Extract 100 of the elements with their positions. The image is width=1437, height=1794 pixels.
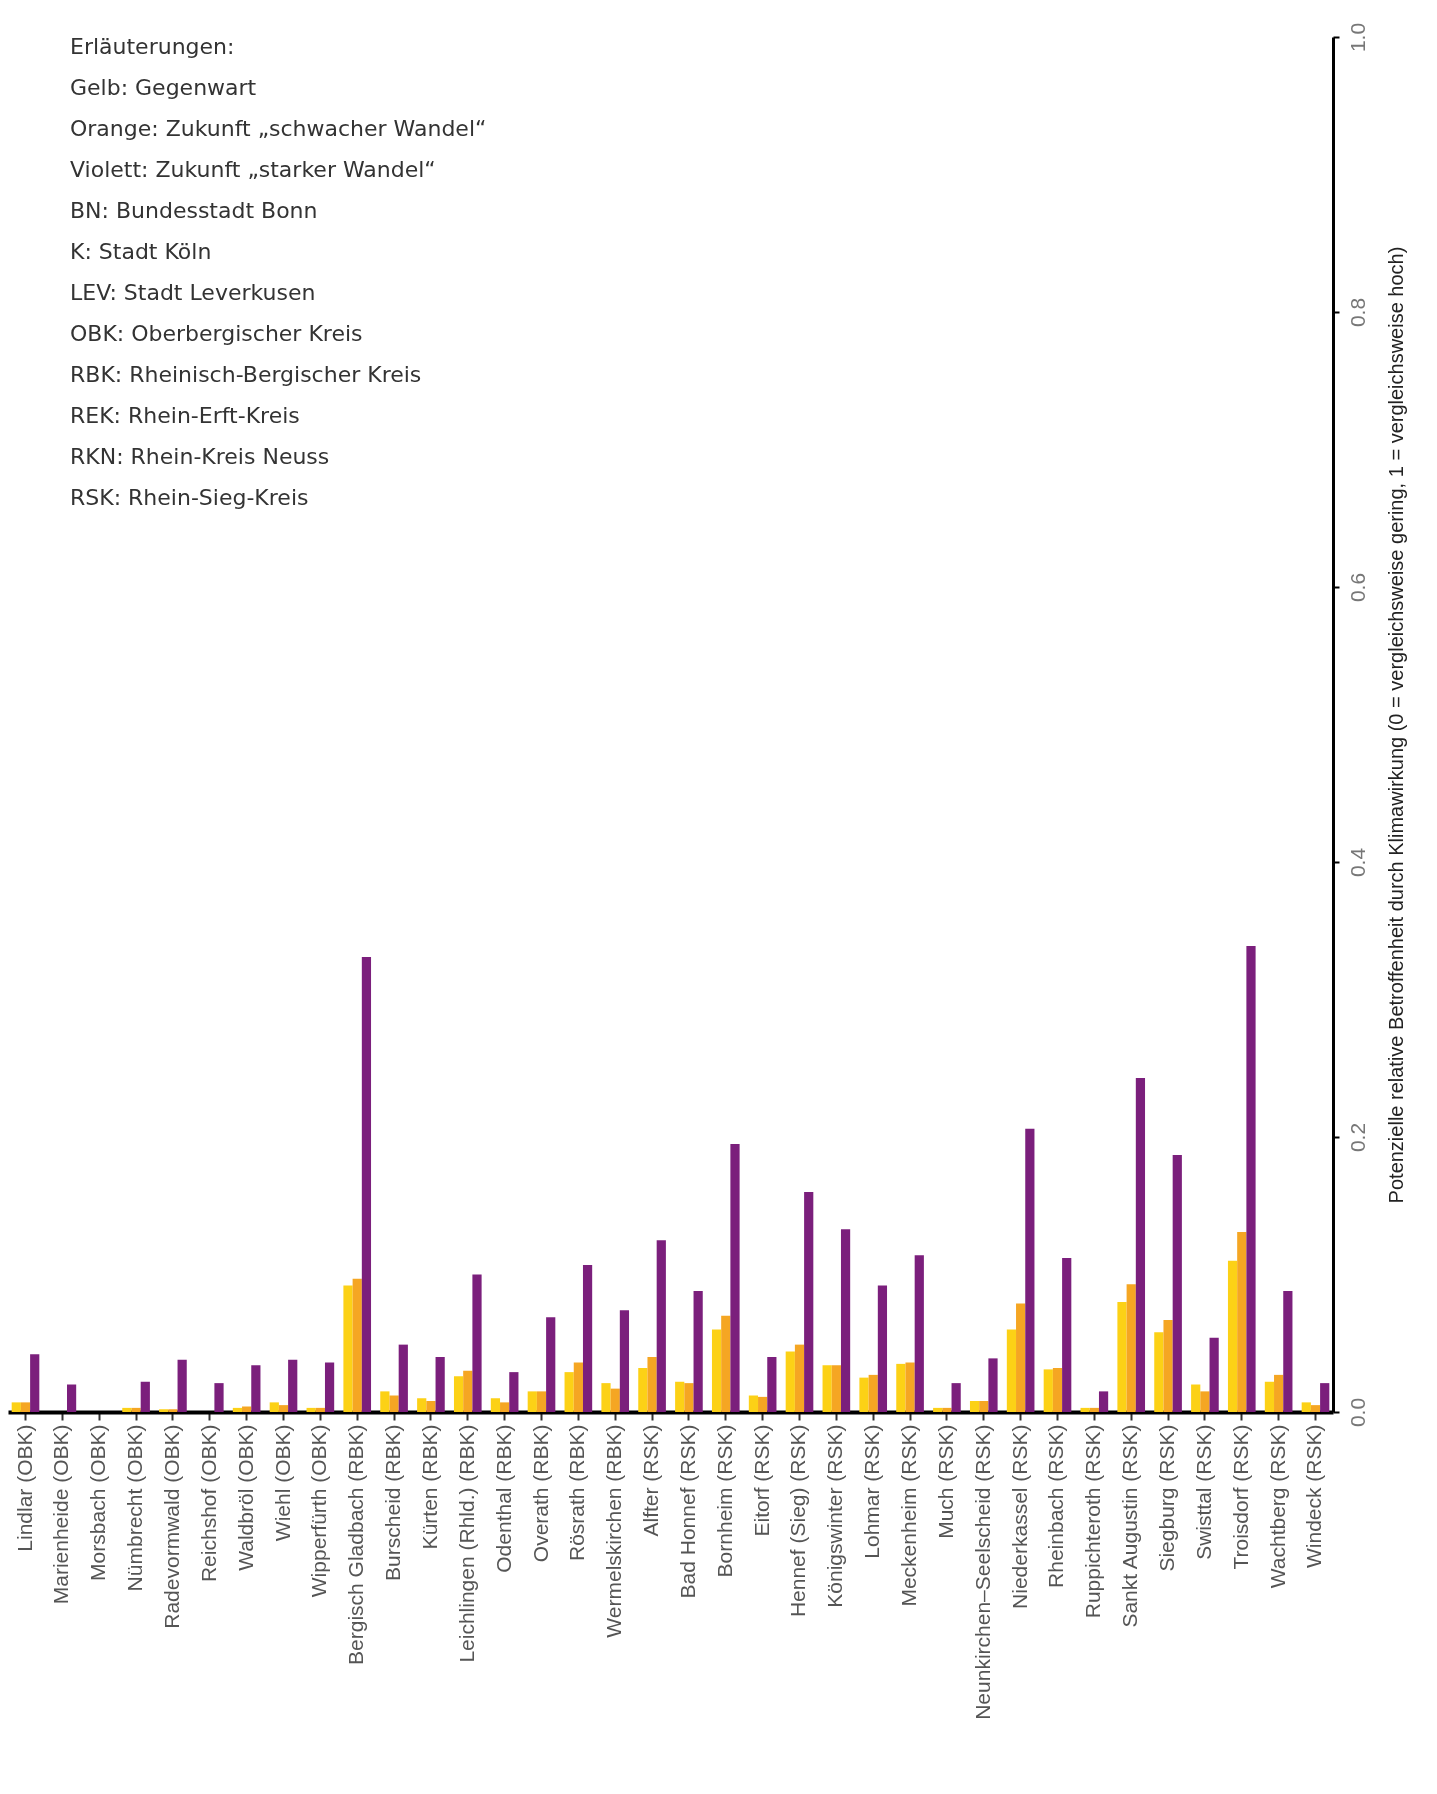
bar [159, 1409, 169, 1412]
bar [435, 1357, 445, 1412]
bar [11, 1402, 21, 1412]
y-tick-label: 0.8 [1345, 297, 1369, 328]
bar [1052, 1368, 1063, 1412]
bar [463, 1370, 473, 1412]
bar [988, 1358, 998, 1412]
annotation: RKN: Rhein-Kreis Neuss [70, 444, 330, 469]
y-tick-label: 0.0 [1345, 1397, 1369, 1428]
x-tick-label: Wachtberg (RSK) [1265, 1424, 1289, 1589]
x-tick-label: Bornheim (RSK) [712, 1424, 736, 1578]
bar [758, 1396, 768, 1412]
x-tick-label: Königswinter (RSK) [823, 1424, 847, 1608]
bar [306, 1407, 316, 1412]
bar [859, 1377, 869, 1412]
x-tick-label: Siegburg (RSK) [1155, 1424, 1179, 1572]
bar [536, 1391, 547, 1412]
bar [1006, 1329, 1017, 1412]
annotation: LEV: Stadt Leverkusen [70, 280, 316, 305]
bar [472, 1274, 482, 1412]
bar [1016, 1303, 1026, 1412]
bar [905, 1362, 915, 1412]
bar [969, 1401, 980, 1412]
bar [1191, 1384, 1201, 1412]
annotation: REK: Rhein-Erft-Kreis [70, 403, 300, 428]
x-tick-label: Sankt Augustin (RSK) [1118, 1424, 1142, 1628]
x-tick-label: Swisttal (RSK) [1191, 1424, 1215, 1560]
bar [177, 1359, 187, 1412]
bar [1310, 1405, 1321, 1412]
bar [951, 1383, 961, 1412]
bar [647, 1357, 657, 1412]
x-tick-label: Odenthal (RBK) [491, 1424, 515, 1573]
bar [1089, 1407, 1099, 1412]
x-tick-label: Rösrath (RBK) [565, 1424, 589, 1562]
bar [1172, 1154, 1182, 1412]
y-axis-title: Potenzielle relative Betroffenheit durch Klimawirkung (0 = vergleichsweise gering, 1 = vergleichsweise hoch) [1384, 246, 1407, 1204]
bar [638, 1368, 648, 1412]
bar [1227, 1260, 1238, 1412]
bar [748, 1395, 759, 1412]
bar [610, 1388, 620, 1412]
bar [831, 1365, 841, 1412]
x-tick-label: Wiehl (OBK) [270, 1424, 294, 1542]
bar [30, 1354, 40, 1412]
bar [490, 1398, 501, 1412]
x-tick-label: Niederkassel (RSK) [1007, 1424, 1031, 1609]
bar [573, 1362, 583, 1412]
y-tick-label: 0.2 [1345, 1122, 1369, 1153]
bar [352, 1278, 362, 1412]
y-tick-label: 0.6 [1345, 572, 1369, 603]
bar [380, 1391, 390, 1412]
bar [1237, 1231, 1247, 1412]
x-tick-label: Bad Honnef (RSK) [675, 1424, 699, 1599]
bar [1062, 1258, 1072, 1412]
bar [389, 1395, 399, 1412]
bar [840, 1229, 851, 1412]
bar [619, 1310, 630, 1412]
bar [417, 1398, 427, 1412]
bar [214, 1383, 224, 1412]
x-tick-label: Overath (RBK) [528, 1424, 552, 1563]
bar [278, 1405, 289, 1412]
bar [914, 1255, 924, 1412]
bar [1283, 1291, 1293, 1412]
x-tick-label: Wermelskirchen (RBK) [602, 1424, 626, 1638]
bar [1301, 1402, 1311, 1412]
bar [1135, 1077, 1146, 1412]
bar [131, 1407, 141, 1412]
x-tick-label: Kürten (RBK) [417, 1424, 441, 1550]
bar [933, 1407, 943, 1412]
x-tick-label: Troisdorf (RSK) [1228, 1424, 1252, 1570]
bar [168, 1409, 178, 1412]
x-tick-label: Windeck (RSK) [1302, 1424, 1326, 1569]
x-tick-label: Rheinbach (RSK) [1044, 1424, 1068, 1588]
bar [426, 1401, 436, 1412]
bar [1126, 1284, 1136, 1412]
bar [896, 1363, 906, 1412]
bar [324, 1362, 335, 1412]
x-tick-label: Neunkirchen–Seelscheid (RSK) [970, 1424, 994, 1720]
bar [1209, 1337, 1219, 1412]
bar [794, 1344, 805, 1412]
bar [546, 1317, 556, 1412]
bar [656, 1240, 666, 1412]
bar [232, 1407, 243, 1412]
bar [721, 1315, 731, 1412]
bar [20, 1402, 31, 1412]
bar [601, 1383, 611, 1412]
bar [822, 1365, 832, 1412]
x-tick-label: Leichlingen (Rhld.) (RBK) [454, 1424, 478, 1663]
y-tick-label: 0.4 [1345, 847, 1369, 878]
x-tick-label: Ruppichteroth (RSK) [1081, 1424, 1105, 1619]
bar [398, 1344, 408, 1412]
x-tick-label: Lindlar (OBK) [12, 1424, 36, 1552]
annotation: Gelb: Gegenwart [70, 75, 257, 100]
bar [868, 1374, 878, 1412]
x-tick-label: Wipperfürth (OBK) [307, 1424, 331, 1598]
bar [140, 1381, 150, 1412]
annotation: Erläuterungen: [70, 34, 235, 59]
bar [315, 1407, 325, 1412]
x-tick-label: Alfter (RSK) [639, 1424, 663, 1537]
annotation: Orange: Zukunft „schwacher Wandel“ [70, 116, 487, 141]
bar [453, 1376, 464, 1412]
